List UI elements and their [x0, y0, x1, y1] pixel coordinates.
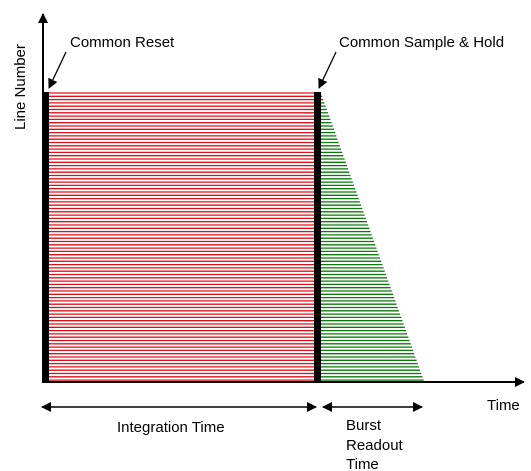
y-axis-label: Line Number: [12, 44, 29, 130]
sample-hold-label: Common Sample & Hold: [339, 34, 504, 51]
x-axis-label: Time: [487, 397, 520, 414]
burst-readout-label-line3: Time: [346, 456, 379, 471]
common-reset-bar: [42, 92, 49, 383]
burst-readout-label-line2: Readout: [346, 437, 404, 454]
reset-label: Common Reset: [70, 34, 175, 51]
integration-time-label: Integration Time: [117, 419, 225, 436]
common-sample-hold-bar: [314, 92, 321, 383]
reset-callout-arrow: [48, 51, 67, 89]
burst-readout-label-line1: Burst: [346, 417, 382, 434]
readout-lines: [321, 95, 424, 381]
integration-lines: [49, 92, 314, 381]
sample-hold-callout-arrow: [318, 51, 337, 89]
